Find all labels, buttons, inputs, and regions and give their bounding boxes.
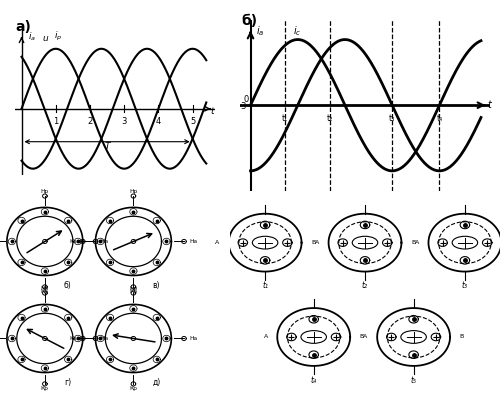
Text: t₂: t₂ [362,281,368,290]
Text: 1: 1 [53,117,59,126]
Text: A: A [215,240,219,245]
Text: Кр: Кр [130,289,138,294]
Text: B: B [460,335,464,339]
Text: Нр: Нр [130,189,138,194]
Text: Нр: Нр [40,286,49,291]
Text: t₄: t₄ [310,376,316,385]
Text: A: A [315,240,319,245]
Text: Ка: Ка [70,239,78,244]
Text: T: T [104,142,110,151]
Text: t₅: t₅ [410,376,416,385]
Text: Нр: Нр [130,286,138,291]
Text: a): a) [16,20,32,34]
Text: t₂: t₂ [326,114,333,123]
Text: t₄: t₄ [436,114,442,123]
Text: 0: 0 [244,95,248,104]
Text: t₃: t₃ [389,114,396,123]
Text: Кр: Кр [130,386,138,391]
Text: На: На [100,239,108,244]
Text: На: На [189,336,197,341]
Text: t: t [488,100,492,110]
Text: $i_c$: $i_c$ [293,24,302,38]
Text: $i_a$: $i_a$ [256,24,264,38]
Text: $i_a$: $i_a$ [28,30,36,43]
Text: б): б) [241,14,257,28]
Text: в): в) [152,281,160,290]
Text: Кр: Кр [41,386,49,391]
Text: B: B [311,240,316,245]
Text: A: A [264,335,268,339]
Text: 3: 3 [240,102,246,111]
Text: Кр: Кр [41,289,49,294]
Text: 2: 2 [88,117,92,126]
Text: A: A [415,240,419,245]
Text: б): б) [64,281,72,290]
Text: t₁: t₁ [282,114,288,123]
Text: B: B [411,240,415,245]
Text: 3: 3 [122,117,127,126]
Text: t₁: t₁ [262,281,268,290]
Text: Ка: Ка [70,336,78,341]
Text: г): г) [64,378,71,387]
Text: t: t [210,106,214,116]
Text: $i_p$: $i_p$ [54,30,62,43]
Text: 5: 5 [190,117,195,126]
Text: Нр: Нр [40,189,49,194]
Text: A: A [364,335,368,339]
Text: $u$: $u$ [42,34,49,43]
Text: На: На [189,239,197,244]
Text: B: B [360,335,364,339]
Text: На: На [100,336,108,341]
Text: д): д) [152,378,160,387]
Text: t₃: t₃ [462,281,468,290]
Text: 4: 4 [156,117,161,126]
